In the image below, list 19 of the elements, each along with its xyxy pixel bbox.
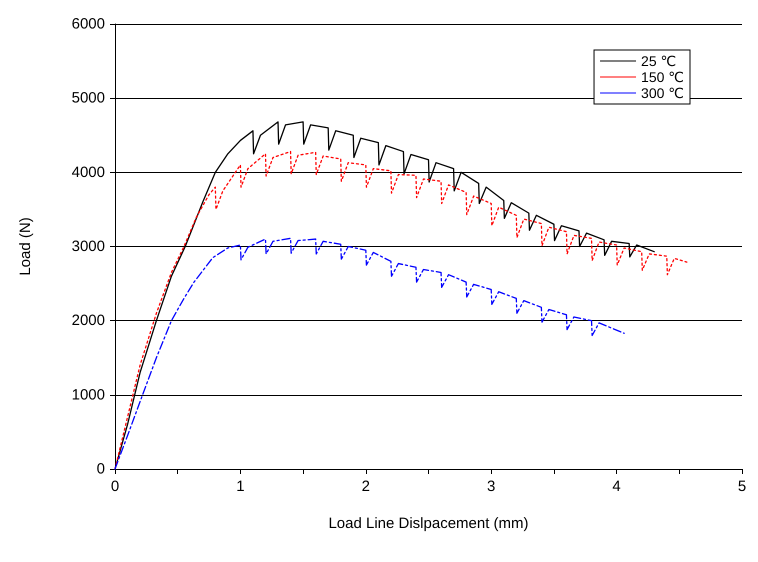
x-tick-label: 5	[738, 478, 746, 495]
x-tick-label: 4	[612, 478, 621, 495]
y-tick-label: 5000	[72, 90, 105, 107]
x-tick-label: 3	[487, 478, 496, 495]
y-axis-title: Load (N)	[17, 217, 34, 276]
y-tick-label: 3000	[72, 238, 105, 255]
line-series	[114, 238, 625, 470]
y-tick-label: 4000	[72, 164, 105, 181]
y-tick-label: 0	[96, 460, 105, 478]
x-tick-label: 1	[236, 478, 245, 495]
y-tick-label: 2000	[72, 312, 105, 330]
legend-label: 150 ℃	[641, 69, 684, 85]
legend-label: 300 ℃	[641, 85, 684, 101]
y-tick-label: 1000	[72, 386, 105, 404]
x-tick-label: 2	[362, 478, 370, 495]
legend-label: 25 ℃	[641, 53, 676, 69]
x-tick-label: 0	[110, 478, 120, 495]
x-axis-title: Load Line Dislpacement (mm)	[328, 515, 529, 532]
y-tick-label: 6000	[72, 16, 105, 32]
